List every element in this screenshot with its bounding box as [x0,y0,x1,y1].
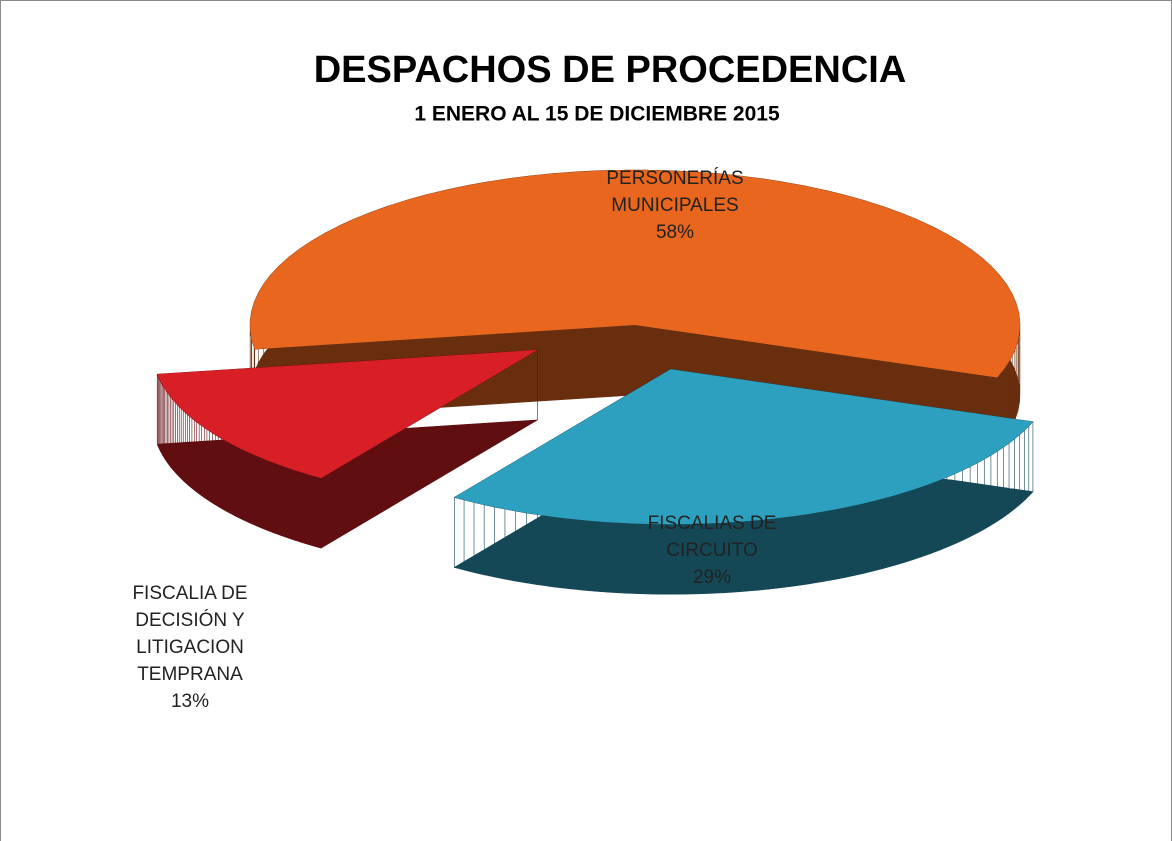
slice [454,369,1033,525]
chart-subtitle: 1 ENERO AL 15 DE DICIEMBRE 2015 [414,103,780,126]
value-label: 13% [170,691,210,712]
data-label: FISCALIA DE DECISIÓN Y LITIGACION TEMPRA… [85,580,295,715]
data-label: FISCALIAS DE CIRCUITO 29% [607,510,817,591]
data-label: PERSONERÍAS MUNICIPALES 58% [570,165,780,246]
data-label-text: FISCALIAS DE CIRCUITO 29% [607,510,817,591]
slice [250,170,1020,378]
chart-title: DESPACHOS DE PROCEDENCIA [314,49,907,91]
data-label-text: PERSONERÍAS MUNICIPALES 58% [570,165,780,246]
data-label-text: FISCALIA DE DECISIÓN Y LITIGACION TEMPRA… [85,580,295,715]
value-label: 58% [655,222,695,243]
category-label: FISCALIAS DE CIRCUITO [647,513,777,561]
category-label: PERSONERÍAS MUNICIPALES [606,168,744,216]
slice [157,349,538,479]
category-label: FISCALIA DE DECISIÓN Y LITIGACION TEMPRA… [132,583,248,685]
value-label: 29% [692,567,732,588]
